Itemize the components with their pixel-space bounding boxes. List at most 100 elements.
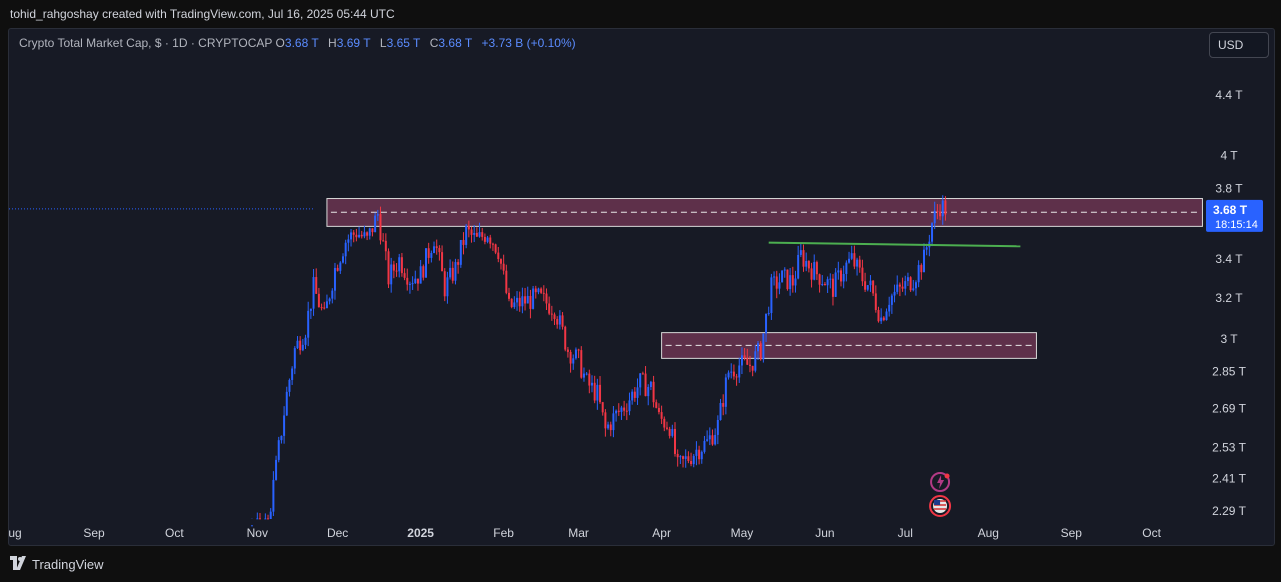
candle-body bbox=[665, 427, 668, 429]
candle-body bbox=[872, 280, 875, 294]
candle-body bbox=[414, 278, 417, 284]
candle-body bbox=[831, 278, 834, 297]
attribution-bar: tohid_rahgoshay created with TradingView… bbox=[0, 0, 1281, 28]
candle-body bbox=[352, 232, 355, 235]
flag-canton bbox=[934, 500, 941, 505]
candle-body bbox=[585, 373, 588, 375]
candle-body bbox=[558, 315, 561, 325]
lightning-glyph bbox=[937, 475, 945, 489]
candle-body bbox=[521, 296, 524, 307]
candle-body bbox=[904, 281, 907, 289]
candle-body bbox=[333, 267, 336, 291]
candle-body bbox=[842, 273, 845, 282]
candle-body bbox=[748, 364, 751, 366]
candle-body bbox=[813, 262, 816, 280]
price-chart[interactable]: 4.4 T 4 T 3.8 T 3.4 T 3.2 T 3 T 2.85 T 2.69 T 2.… bbox=[9, 29, 1274, 545]
candle-body bbox=[687, 456, 690, 462]
candle-body bbox=[574, 349, 577, 359]
candle-body bbox=[920, 265, 923, 273]
candle-body bbox=[283, 415, 286, 436]
x-tick-label: Jul bbox=[898, 526, 913, 540]
candle-body bbox=[652, 381, 655, 403]
currency-button[interactable]: USD bbox=[1209, 32, 1269, 58]
candle-body bbox=[376, 214, 379, 216]
x-tick-label: Apr bbox=[652, 526, 671, 540]
candle-body bbox=[714, 434, 717, 445]
candle-body bbox=[649, 381, 652, 388]
high-value: 3.69 T bbox=[336, 36, 371, 50]
candle-body bbox=[759, 343, 762, 360]
candle-body bbox=[497, 252, 500, 260]
candle-body bbox=[740, 355, 743, 366]
candle-body bbox=[698, 449, 701, 460]
candle-body bbox=[540, 288, 543, 293]
candle-body bbox=[582, 373, 585, 378]
candle-body bbox=[829, 278, 832, 280]
candle-body bbox=[668, 428, 671, 436]
close-label: C bbox=[429, 36, 439, 50]
candle-body bbox=[850, 253, 853, 259]
candle-body bbox=[478, 232, 481, 237]
candle-body bbox=[534, 288, 537, 293]
candle-body bbox=[449, 267, 452, 278]
candle-body bbox=[296, 340, 299, 349]
candle-body bbox=[513, 302, 516, 308]
candle-body bbox=[890, 295, 893, 305]
price-tag bbox=[1206, 199, 1263, 232]
candle-body bbox=[411, 283, 414, 285]
attribution-text: tohid_rahgoshay created with TradingView… bbox=[10, 7, 395, 21]
candle-body bbox=[553, 314, 556, 320]
y-tick-label: 4 T bbox=[1220, 149, 1238, 163]
candle-body bbox=[489, 237, 492, 244]
candle-body bbox=[700, 451, 703, 460]
x-tick-label: Feb bbox=[493, 526, 514, 540]
change-value: +3.73 B (+0.10%) bbox=[481, 36, 576, 50]
event-dot bbox=[944, 473, 950, 479]
x-tick-label: Aug bbox=[978, 526, 999, 540]
candle-body bbox=[403, 273, 406, 278]
y-tick-label: 2.29 T bbox=[1212, 504, 1246, 518]
candle-body bbox=[542, 292, 545, 294]
candle-body bbox=[491, 243, 494, 245]
candle-body bbox=[888, 304, 891, 312]
candle-body bbox=[342, 256, 344, 263]
symbol-legend: Crypto Total Market Cap, $ · 1D · CRYPTO… bbox=[19, 36, 576, 50]
chart-panel[interactable]: 4.4 T 4 T 3.8 T 3.4 T 3.2 T 3 T 2.85 T 2.69 T 2.… bbox=[8, 28, 1275, 546]
candle-body bbox=[473, 232, 476, 235]
candle-body bbox=[601, 402, 604, 413]
y-tick-label: 2.53 T bbox=[1212, 441, 1246, 455]
candle-body bbox=[706, 439, 709, 441]
candle-body bbox=[516, 297, 519, 303]
candle-body bbox=[470, 229, 473, 235]
candle-body bbox=[593, 382, 596, 401]
candle-body bbox=[285, 391, 288, 416]
candle-body bbox=[848, 258, 851, 263]
candle-body bbox=[475, 232, 478, 237]
price-tag-value: 3.68 T bbox=[1213, 203, 1248, 217]
candle-body bbox=[599, 384, 602, 403]
candle-body bbox=[550, 313, 553, 315]
x-tick-label: Oct bbox=[1142, 526, 1161, 540]
x-tick-label: Mar bbox=[568, 526, 589, 540]
candle-body bbox=[336, 267, 339, 271]
candle-body bbox=[901, 286, 904, 289]
candle-body bbox=[679, 456, 682, 458]
y-tick-label: 2.85 T bbox=[1212, 365, 1246, 379]
candle-body bbox=[794, 278, 797, 286]
candle-body bbox=[457, 262, 460, 265]
candle-body bbox=[802, 250, 805, 267]
candle-body bbox=[716, 419, 719, 435]
candle-body bbox=[864, 281, 867, 290]
candle-body bbox=[730, 371, 733, 373]
candle-body bbox=[451, 267, 454, 281]
candle-body bbox=[941, 200, 944, 217]
candle-body bbox=[486, 237, 489, 242]
candle-body bbox=[690, 461, 693, 465]
candle-body bbox=[580, 350, 583, 378]
candle-body bbox=[869, 280, 872, 286]
candle-body bbox=[797, 254, 800, 279]
candle-body bbox=[770, 277, 773, 314]
candle-body bbox=[607, 424, 610, 429]
candle-body bbox=[858, 259, 861, 268]
candle-body bbox=[358, 234, 361, 238]
